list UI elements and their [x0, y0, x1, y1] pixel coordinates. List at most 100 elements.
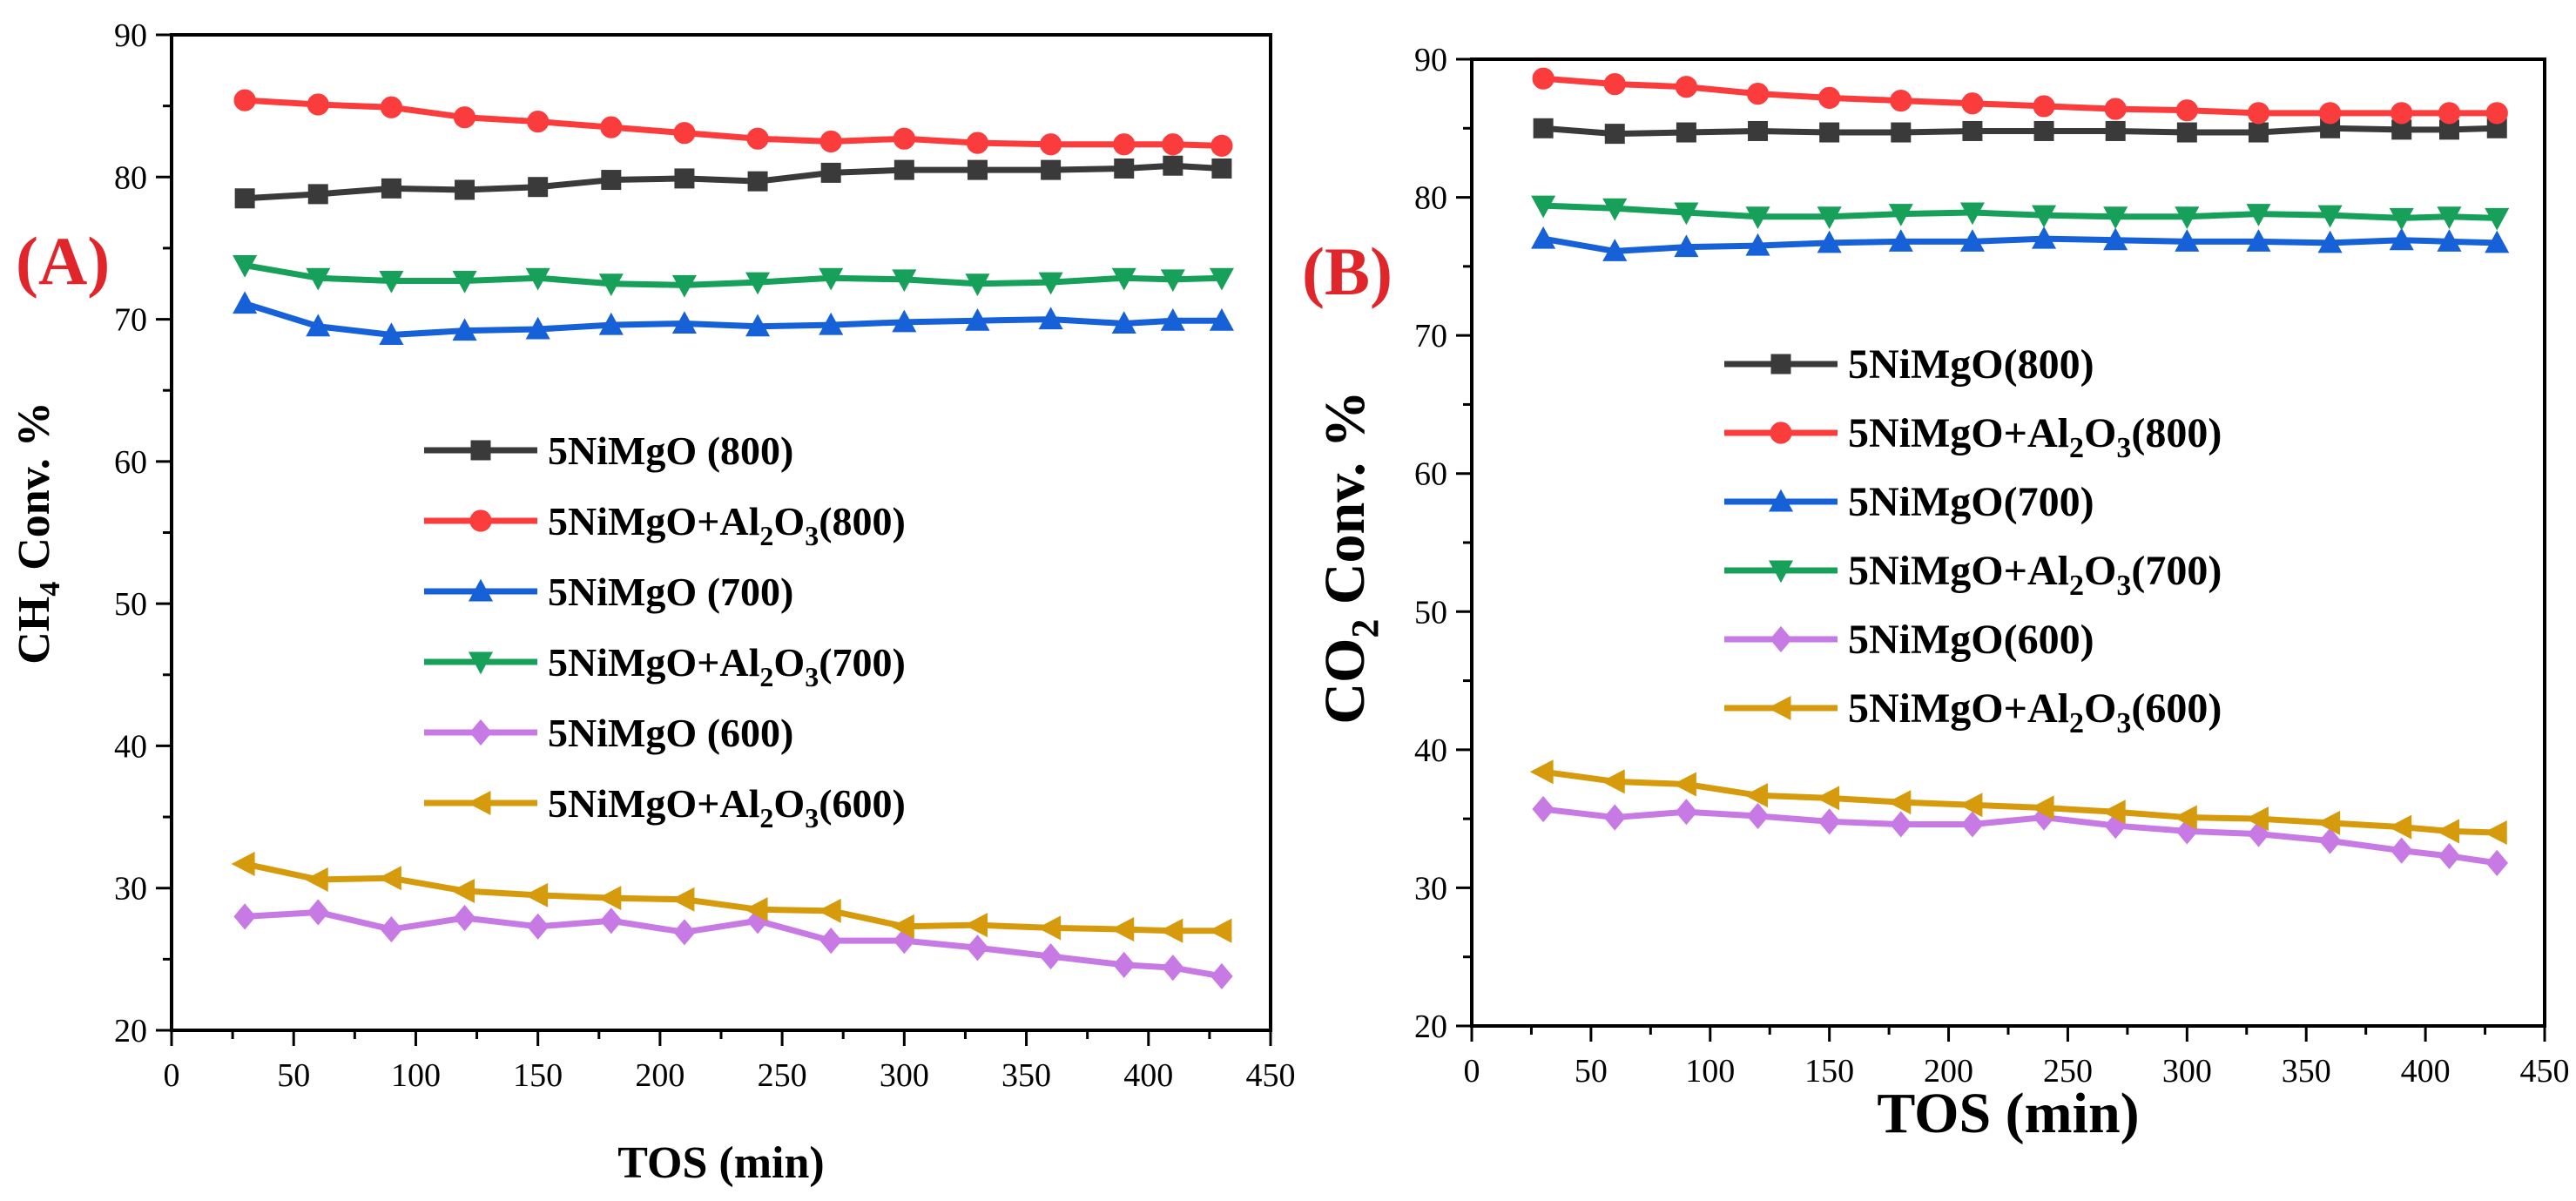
panel-b-series-5-point	[2390, 837, 2413, 864]
panel-a-legend-item-3: 5NiMgO (700)	[424, 570, 793, 614]
panel-b-y-tick-label: 70	[1414, 318, 1447, 354]
panel-b-x-tick-label: 200	[1924, 1053, 1973, 1090]
panel-b-series-2-point	[1603, 72, 1626, 96]
panel-a-series-3-point	[819, 312, 844, 335]
panel-a-y-tick-label: 20	[114, 1013, 147, 1049]
panel-a-series-1-point	[455, 179, 475, 200]
panel-a-legend-label: 5NiMgO+Al2O3(600)	[548, 781, 906, 833]
panel-b-x-tick-label: 300	[2162, 1053, 2212, 1090]
panel-a-series-5-point	[307, 899, 330, 926]
panel-a-series-6-point	[378, 866, 401, 891]
panel-b-series-2-point	[1532, 67, 1554, 90]
panel-b-legend-label: 5NiMgO(800)	[1848, 341, 2094, 388]
panel-b-series-1-point	[1891, 122, 1912, 143]
panel-b-series-4-point	[1817, 206, 1842, 230]
panel-b-series-group	[1529, 67, 2510, 876]
panel-a-label: (A)	[16, 223, 110, 299]
panel-a-series-1-point	[747, 171, 768, 192]
panel-b-series-4-point	[1531, 195, 1556, 219]
panel-b-series-4-point	[1745, 206, 1770, 230]
panel-b-series-6	[1529, 759, 2507, 846]
panel-b-series-1-point	[2176, 122, 2197, 143]
panel-b-legend-item-2: 5NiMgO+Al2O3(800)	[1724, 410, 2222, 464]
panel-a-series-2-point	[1162, 133, 1184, 156]
panel-b-series-1-point	[1748, 120, 1769, 141]
panel-b-series-2-point	[2319, 102, 2342, 125]
panel-a-series-4-point	[819, 267, 844, 291]
panel-a-series-4-point	[452, 270, 477, 294]
panel-a-series-5-point	[600, 907, 623, 934]
panel-a-legend-swatch-marker	[470, 440, 491, 461]
panel-a-legend-label: 5NiMgO (800)	[548, 428, 793, 473]
panel-a-series-4-point	[379, 270, 404, 294]
panel-a-series-2	[233, 89, 1233, 157]
panel-a-series-6-point	[744, 897, 768, 922]
panel-a-series-6	[231, 851, 1232, 943]
panel-b-series-1-point	[1962, 120, 1983, 141]
panel-a-legend-swatch-marker	[469, 719, 492, 746]
panel-a-series-4-point	[233, 255, 258, 278]
panel-b-legend-label: 5NiMgO+Al2O3(600)	[1848, 685, 2222, 739]
panel-b-legend-item-1: 5NiMgO(800)	[1724, 341, 2094, 388]
panel-b-series-6-point	[1959, 793, 1983, 818]
panel-b-series-2-point	[1675, 76, 1698, 98]
panel-b-series-3-point	[2317, 230, 2343, 253]
panel-a-series-1-point	[1211, 158, 1232, 179]
panel-a-series-4-point	[306, 267, 331, 291]
panel-a-series-1-point	[601, 170, 622, 191]
panel-a-series-5-point	[966, 934, 989, 961]
panel-b-legend-label: 5NiMgO+Al2O3(800)	[1848, 410, 2222, 464]
panel-b-series-1-point	[1533, 118, 1554, 138]
panel-a-series-6-point	[890, 914, 914, 939]
panel-a-tick-labels: 0 50 100 150 200 250 300 350 400 450 20 30 40 50 60 70 8…	[114, 17, 1296, 1094]
panel-a-series-6-point	[1159, 918, 1183, 943]
panel-b-series-3-point	[1531, 226, 1556, 249]
panel-b-legend: 5NiMgO(800) 5NiMgO+Al2O3(800) 5NiMgO(700) 5…	[1724, 341, 2222, 739]
panel-b: (B) 0 50 100 150 200 250 300 350 400 450 20 30 40 50 6…	[1302, 42, 2570, 1145]
panel-a-legend-swatch-marker	[468, 651, 494, 675]
panel-a-series-2-point	[380, 96, 402, 118]
panel-a-series-5-point	[1210, 962, 1233, 990]
panel-b-series-3-point	[1674, 234, 1699, 258]
panel-a-series-2-point	[893, 127, 915, 150]
panel-b-series-6-point	[2101, 800, 2126, 825]
panel-a-x-tick-label: 200	[635, 1057, 684, 1094]
panel-a-series-2-point	[527, 111, 550, 133]
panel-a-legend-item-6: 5NiMgO+Al2O3(600)	[424, 781, 906, 833]
panel-a-legend-label: 5NiMgO (600)	[548, 711, 793, 755]
panel-a-series-1-point	[967, 159, 988, 180]
panel-b-y-axis-title: CO2 Conv. %	[1313, 390, 1386, 724]
panel-b-series-2-point	[2247, 102, 2270, 125]
panel-b-legend-item-6: 5NiMgO+Al2O3(600)	[1724, 685, 2222, 739]
panel-b-y-axis-title-sub: 2	[1344, 619, 1386, 638]
panel-b-series-6-point	[2316, 810, 2341, 835]
panel-b-legend-swatch-marker	[1770, 422, 1792, 444]
panel-a-series-6-point	[817, 898, 841, 923]
panel-b-series-2	[1532, 67, 2508, 125]
panel-a-legend-item-1: 5NiMgO (800)	[424, 428, 793, 473]
panel-b-legend-swatch-marker	[1767, 695, 1791, 721]
panel-a-series-2-point	[307, 93, 329, 116]
panel-b-series-4-point	[2175, 206, 2200, 230]
panel-b-series-2-point	[1961, 92, 1984, 115]
panel-b-series-2-point	[2485, 102, 2508, 125]
panel-a-series-2-point	[600, 116, 623, 138]
panel-b-series-1-point	[1819, 122, 1840, 143]
panel-a-series-4	[233, 255, 1234, 298]
panel-b-x-tick-label: 150	[1804, 1053, 1854, 1090]
panel-b-series-2-point	[1746, 83, 1770, 105]
panel-b-y-axis-title-rest: Conv. %	[1313, 390, 1377, 618]
panel-b-series-4-point	[2437, 206, 2462, 230]
panel-b-series-3-point	[2389, 227, 2414, 251]
panel-a-x-tick-label: 300	[880, 1057, 929, 1094]
panel-a-series-1-point	[674, 168, 695, 189]
panel-b-y-tick-label: 30	[1414, 870, 1447, 907]
panel-a-legend-label: 5NiMgO (700)	[548, 570, 793, 614]
panel-a-series-4-point	[1209, 267, 1234, 291]
panel-b-label: (B)	[1302, 233, 1393, 309]
panel-a-series-3-point	[452, 318, 477, 341]
panel-b-series-1	[1533, 118, 2507, 145]
panel-a-series-1-point	[307, 184, 328, 205]
panel-b-series-3	[1531, 226, 2510, 261]
panel-a-legend: 5NiMgO (800) 5NiMgO+Al2O3(800) 5NiMgO (700…	[424, 428, 906, 833]
